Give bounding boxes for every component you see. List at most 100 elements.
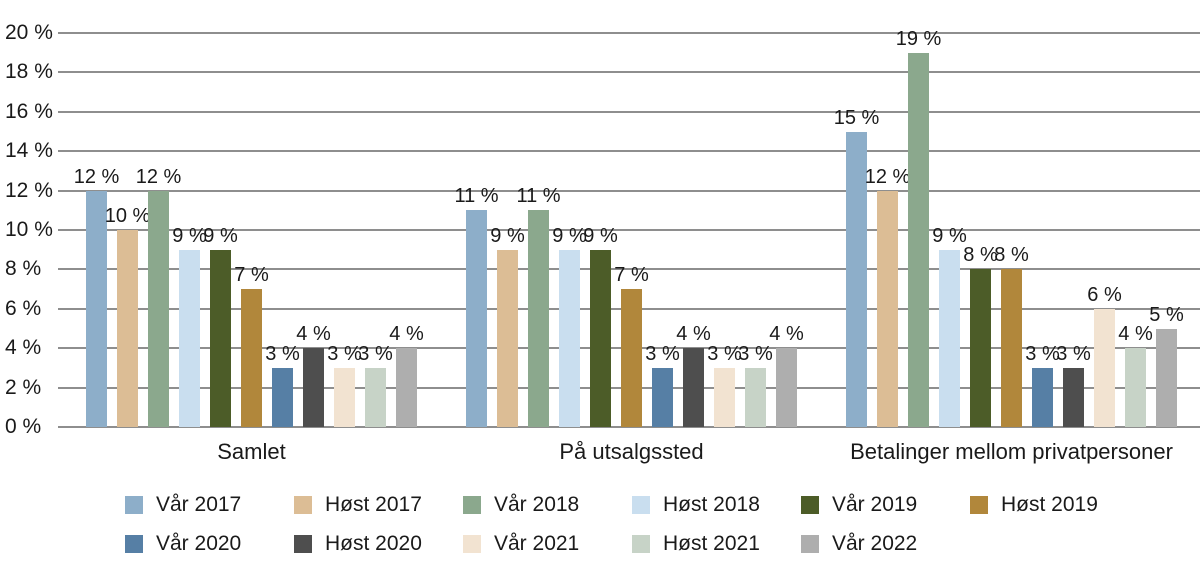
y-tick-label: 2 % bbox=[5, 375, 42, 399]
legend-label: Høst 2019 bbox=[1001, 493, 1098, 516]
y-tick-label: 20 % bbox=[5, 21, 53, 44]
legend-item: Vår 2020 bbox=[125, 533, 294, 555]
bar bbox=[303, 348, 324, 427]
value-label: 9 % bbox=[203, 224, 238, 247]
bar bbox=[1094, 308, 1115, 427]
bar bbox=[148, 190, 169, 427]
bar bbox=[1156, 328, 1177, 427]
y-tick-label: 8 % bbox=[5, 257, 42, 281]
legend-label: Høst 2017 bbox=[325, 493, 422, 516]
gridline bbox=[58, 426, 1200, 428]
legend-swatch bbox=[125, 496, 143, 514]
bar bbox=[272, 367, 293, 427]
value-label: 19 % bbox=[895, 27, 942, 50]
value-label: 9 % bbox=[172, 224, 207, 247]
bar bbox=[621, 289, 642, 427]
bar bbox=[908, 52, 929, 427]
bar bbox=[466, 210, 487, 427]
legend-label: Høst 2020 bbox=[325, 532, 422, 555]
gridline bbox=[58, 110, 1200, 113]
bar bbox=[559, 249, 580, 427]
legend-label: Vår 2017 bbox=[156, 493, 242, 516]
category-label: Betalinger mellom privatpersoner bbox=[850, 439, 1173, 464]
bar bbox=[939, 249, 960, 427]
gridline bbox=[58, 229, 1200, 231]
value-label: 5 % bbox=[1149, 303, 1184, 326]
value-label: 4 % bbox=[1118, 323, 1153, 346]
legend-swatch bbox=[801, 535, 819, 553]
bar bbox=[776, 348, 797, 427]
value-label: 7 % bbox=[234, 264, 269, 287]
legend-item: Høst 2019 bbox=[970, 494, 1139, 516]
bar bbox=[210, 249, 231, 427]
legend-label: Vår 2021 bbox=[494, 532, 580, 555]
legend-item: Høst 2020 bbox=[294, 533, 463, 555]
value-label: 12 % bbox=[135, 165, 182, 188]
legend-row: Vår 2020 Høst 2020 Vår 2021 Høst 2021 Vår 20… bbox=[125, 533, 1139, 555]
category-label: Samlet bbox=[217, 439, 286, 464]
legend-label: Høst 2021 bbox=[663, 532, 760, 555]
legend: Vår 2017 Høst 2017 Vår 2018 Høst 2018 Vår 20… bbox=[125, 494, 1139, 564]
value-label: 4 % bbox=[676, 323, 711, 346]
bar bbox=[1032, 367, 1053, 427]
y-tick-label: 10 % bbox=[5, 218, 53, 241]
bar bbox=[334, 367, 355, 427]
legend-swatch bbox=[294, 496, 312, 514]
category-label: På utsalgssted bbox=[559, 439, 704, 464]
legend-label: Høst 2018 bbox=[663, 493, 760, 516]
gridline bbox=[58, 268, 1200, 271]
value-label: 4 % bbox=[769, 323, 804, 346]
value-label: 6 % bbox=[1087, 283, 1122, 306]
bar bbox=[1125, 348, 1146, 427]
legend-item: Høst 2018 bbox=[632, 494, 801, 516]
value-label: 3 % bbox=[1025, 342, 1060, 365]
bar bbox=[117, 230, 138, 427]
bar bbox=[745, 367, 766, 427]
bar bbox=[365, 367, 386, 427]
bar bbox=[497, 249, 518, 427]
gridline bbox=[58, 189, 1200, 192]
bar bbox=[1001, 269, 1022, 427]
y-tick-label: 4 % bbox=[5, 336, 42, 360]
value-label: 9 % bbox=[583, 224, 618, 247]
legend-item: Vår 2022 bbox=[801, 533, 970, 555]
value-label: 11 % bbox=[454, 185, 499, 208]
legend-swatch bbox=[632, 496, 650, 514]
bar bbox=[1063, 367, 1084, 427]
gridline bbox=[58, 71, 1200, 74]
value-label: 10 % bbox=[104, 205, 151, 227]
y-tick-label: 6 % bbox=[5, 296, 42, 320]
bar bbox=[877, 190, 898, 427]
legend-item: Høst 2021 bbox=[632, 533, 801, 555]
y-tick-label: 14 % bbox=[5, 139, 53, 163]
value-label: 3 % bbox=[738, 342, 773, 365]
value-label: 12 % bbox=[864, 165, 911, 188]
legend-swatch bbox=[970, 496, 988, 514]
value-label: 3 % bbox=[707, 342, 742, 365]
y-tick-label: 12 % bbox=[5, 178, 53, 202]
value-label: 3 % bbox=[265, 342, 300, 365]
bar bbox=[683, 348, 704, 427]
y-tick-label: 18 % bbox=[5, 60, 53, 84]
legend-item: Vår 2021 bbox=[463, 533, 632, 555]
bar bbox=[396, 348, 417, 427]
legend-swatch bbox=[125, 535, 143, 553]
bar bbox=[846, 131, 867, 427]
value-label: 9 % bbox=[932, 224, 967, 247]
value-label: 9 % bbox=[490, 224, 525, 247]
gridline bbox=[58, 32, 1200, 34]
legend-item: Vår 2018 bbox=[463, 494, 632, 516]
bar bbox=[179, 249, 200, 427]
legend-swatch bbox=[463, 496, 481, 514]
value-label: 15 % bbox=[833, 106, 880, 129]
value-label: 3 % bbox=[358, 342, 393, 365]
y-tick-label: 0 % bbox=[5, 415, 42, 438]
value-label: 3 % bbox=[645, 342, 680, 365]
bar bbox=[714, 367, 735, 427]
legend-swatch bbox=[294, 535, 312, 553]
bar bbox=[241, 289, 262, 427]
legend-row: Vår 2017 Høst 2017 Vår 2018 Høst 2018 Vår 20… bbox=[125, 494, 1139, 516]
legend-swatch bbox=[801, 496, 819, 514]
bar bbox=[528, 210, 549, 427]
legend-label: Vår 2020 bbox=[156, 532, 242, 555]
